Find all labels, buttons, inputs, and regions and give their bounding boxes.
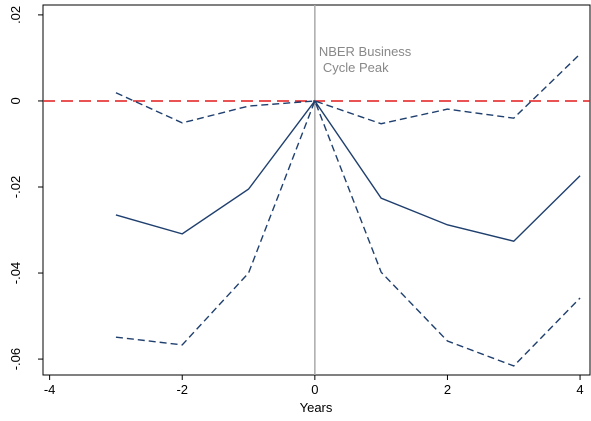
plot-frame <box>42 4 591 376</box>
x-tick-label: 4 <box>576 382 583 397</box>
annotation: Cycle Peak <box>323 60 389 75</box>
series-line <box>115 53 581 125</box>
annotation: NBER Business <box>319 44 412 59</box>
y-tick-label: -.04 <box>8 262 23 284</box>
y-tick-label: -.02 <box>8 176 23 198</box>
x-axis-label: Years <box>300 400 333 415</box>
series-line <box>115 98 581 367</box>
x-tick-label: -4 <box>44 382 56 397</box>
x-tick-label: 0 <box>311 382 318 397</box>
series-line <box>115 99 581 242</box>
x-tick-label: 2 <box>444 382 451 397</box>
x-tick-label: -2 <box>176 382 188 397</box>
y-tick-label: -.06 <box>8 348 23 370</box>
y-tick-label: 0 <box>8 97 23 104</box>
y-tick-label: .02 <box>8 6 23 24</box>
